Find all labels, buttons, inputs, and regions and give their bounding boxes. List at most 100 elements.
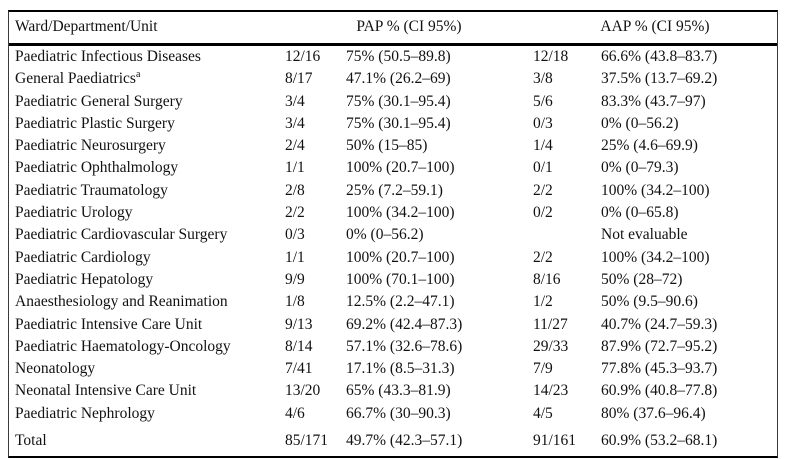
aap-fraction-cell: 91/161 (533, 432, 577, 450)
ward-cell: Paediatric Traumatology (9, 180, 285, 202)
aap-fraction-cell: 29/33 (533, 337, 569, 355)
pap-fraction-cell: 3/4 (285, 114, 305, 132)
table-row: Neonatal Intensive Care Unit 13/20 65% (… (9, 380, 777, 402)
table-row: Paediatric Hepatology 9/9 100% (70.1–100… (9, 269, 777, 291)
pap-percent-ci-cell: 100% (20.7–100) (346, 159, 455, 177)
pap-percent-ci-cell: 0% (0–56.2) (346, 226, 424, 244)
aap-fraction-cell: 12/18 (533, 48, 569, 65)
pap-fraction-cell: 0/3 (285, 226, 305, 244)
table-row: Paediatric Urology 2/2 100% (34.2–100) 0… (9, 202, 777, 224)
aap-percent-ci-cell: 80% (37.6–96.4) (601, 404, 706, 422)
ward-cell: Paediatric Urology (9, 202, 285, 224)
header-ward-department-unit: Ward/Department/Unit (9, 12, 285, 46)
table-row: Paediatric Intensive Care Unit 9/13 69.2… (9, 314, 777, 336)
aap-fraction-cell: 0/3 (533, 114, 553, 132)
ward-cell: Paediatric Neurosurgery (9, 135, 285, 157)
aap-percent-ci-cell: 66.6% (43.8–83.7) (601, 48, 718, 65)
ward-name: Neonatology (15, 360, 96, 378)
pap-fraction-cell: 2/2 (285, 204, 305, 222)
ward-cell: Paediatric Infectious Diseases (9, 45, 285, 69)
aap-fraction-cell: 1/2 (533, 293, 553, 311)
pap-fraction-cell: 85/171 (285, 432, 329, 450)
aap-fraction-cell: 8/16 (533, 270, 561, 288)
header-aap-ci: AAP % (CI 95%) (533, 12, 777, 46)
aap-fraction-cell (533, 224, 601, 246)
ward-cell: Neonatal Intensive Care Unit (9, 380, 285, 402)
ward-cell: Paediatric Intensive Care Unit (9, 314, 285, 336)
ward-cell: Total (9, 425, 285, 456)
ward-cell: Paediatric General Surgery (9, 91, 285, 113)
table-row: General Paediatricsa 8/17 47.1% (26.2–69… (9, 68, 777, 90)
aap-fraction-cell: 2/2 (533, 248, 553, 266)
pap-percent-ci-cell: 100% (34.2–100) (346, 204, 455, 222)
pap-fraction-cell: 1/8 (285, 293, 305, 311)
ward-cell: Paediatric Haematology-Oncology (9, 336, 285, 358)
table-row: Paediatric Ophthalmology 1/1 100% (20.7–… (9, 157, 777, 179)
pap-fraction-cell: 8/17 (285, 70, 313, 88)
ward-name: Paediatric Plastic Surgery (15, 114, 175, 132)
prophylaxis-table-container: Ward/Department/Unit PAP % (CI 95%) AAP … (8, 10, 778, 459)
table-row: Paediatric Nephrology 4/6 66.7% (30–90.3… (9, 403, 777, 425)
pap-percent-ci-cell: 75% (30.1–95.4) (346, 92, 451, 110)
ward-name: Paediatric Haematology-Oncology (15, 337, 231, 355)
pap-fraction-cell: 3/4 (285, 92, 305, 110)
pap-percent-ci-cell: 75% (50.5–89.8) (346, 48, 451, 65)
pap-percent-ci-cell: 100% (20.7–100) (346, 248, 455, 266)
ward-cell: General Paediatricsa (9, 68, 285, 90)
ward-name: Paediatric Intensive Care Unit (15, 315, 203, 333)
aap-percent-ci-cell: 100% (34.2–100) (601, 181, 710, 199)
ward-cell: Paediatric Plastic Surgery (9, 113, 285, 135)
aap-percent-ci-cell: 100% (34.2–100) (601, 248, 710, 266)
aap-fraction-cell: 0/2 (533, 204, 553, 222)
aap-fraction-cell: 3/8 (533, 70, 553, 88)
table-row: Paediatric Cardiovascular Surgery 0/3 0%… (9, 224, 777, 246)
ward-name: Paediatric General Surgery (15, 92, 183, 110)
ward-cell: Neonatology (9, 358, 285, 380)
ward-cell: Paediatric Nephrology (9, 403, 285, 425)
table-row: Neonatology 7/41 17.1% (8.5–31.3) 7/9 77… (9, 358, 777, 380)
pap-fraction-cell: 2/4 (285, 137, 305, 155)
pap-percent-ci-cell: 47.1% (26.2–69) (346, 70, 451, 88)
aap-percent-ci-cell: 87.9% (72.7–95.2) (601, 337, 718, 355)
ward-name: Total (15, 432, 47, 450)
table-row: Paediatric Haematology-Oncology 8/14 57.… (9, 336, 777, 358)
ward-cell: Paediatric Cardiology (9, 247, 285, 269)
pap-fraction-cell: 8/14 (285, 337, 313, 355)
aap-percent-ci-cell: 50% (9.5–90.6) (601, 293, 698, 311)
pap-percent-ci-cell: 65% (43.3–81.9) (346, 382, 451, 400)
pap-percent-ci-cell: 25% (7.2–59.1) (346, 181, 443, 199)
ward-footnote-marker: a (135, 69, 141, 81)
pap-fraction-cell: 2/8 (285, 181, 305, 199)
aap-percent-ci-cell: 0% (0–79.3) (601, 159, 679, 177)
pap-fraction-cell: 9/13 (285, 315, 313, 333)
ward-name: Paediatric Neurosurgery (15, 137, 166, 155)
pap-percent-ci-cell: 75% (30.1–95.4) (346, 114, 451, 132)
aap-fraction-cell: 0/1 (533, 159, 553, 177)
aap-fraction-cell: 2/2 (533, 181, 553, 199)
header-pap-ci: PAP % (CI 95%) (285, 12, 533, 46)
table-row: Anaesthesiology and Reanimation 1/8 12.5… (9, 291, 777, 313)
aap-percent-ci-cell: Not evaluable (601, 226, 688, 244)
ward-name: Paediatric Cardiology (15, 248, 151, 266)
pap-percent-ci-cell: 50% (15–85) (346, 137, 428, 155)
ward-name: Paediatric Ophthalmology (15, 159, 179, 177)
ward-name: General Paediatrics (15, 70, 136, 88)
aap-fraction-cell: 4/5 (533, 404, 553, 422)
aap-percent-ci-cell: 0% (0–56.2) (601, 114, 679, 132)
pap-fraction-cell: 9/9 (285, 270, 305, 288)
table-row: Paediatric Cardiology 1/1 100% (20.7–100… (9, 247, 777, 269)
table-header-row: Ward/Department/Unit PAP % (CI 95%) AAP … (9, 12, 777, 46)
antibiotic-prophylaxis-table: Ward/Department/Unit PAP % (CI 95%) AAP … (9, 12, 777, 456)
pap-fraction-cell: 13/20 (285, 382, 321, 400)
aap-percent-ci-cell: 60.9% (40.8–77.8) (601, 382, 718, 400)
pap-percent-ci-cell: 69.2% (42.4–87.3) (346, 315, 463, 333)
ward-name: Paediatric Cardiovascular Surgery (15, 226, 228, 244)
pap-fraction-cell: 7/41 (285, 360, 313, 378)
table-row: Total 85/171 49.7% (42.3–57.1) 91/161 60… (9, 425, 777, 456)
aap-percent-ci-cell: 83.3% (43.7–97) (601, 92, 706, 110)
pap-fraction-cell: 4/6 (285, 404, 305, 422)
ward-name: Neonatal Intensive Care Unit (15, 382, 197, 400)
ward-cell: Paediatric Ophthalmology (9, 157, 285, 179)
ward-name: Paediatric Infectious Diseases (15, 48, 201, 65)
aap-percent-ci-cell: 40.7% (24.7–59.3) (601, 315, 718, 333)
